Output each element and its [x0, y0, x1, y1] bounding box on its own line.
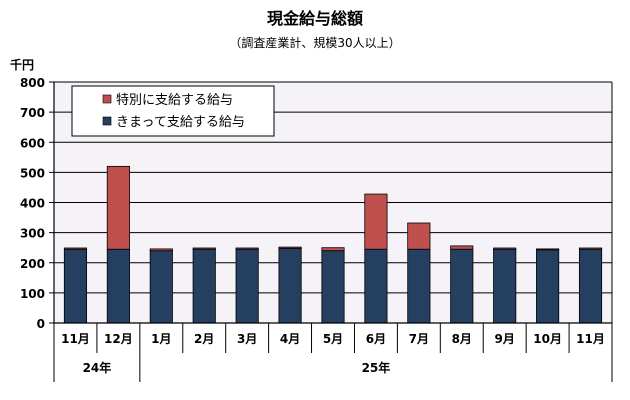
category-label: 4月	[280, 332, 300, 346]
bar-regular	[493, 248, 517, 324]
bar-regular	[578, 248, 603, 324]
bar-regular	[364, 248, 388, 324]
y-tick-labels: 0 100 200 300 400 500 600 700 800	[20, 76, 45, 331]
category-label: 3月	[237, 332, 257, 346]
y-tick-label: 600	[20, 136, 45, 150]
chart-subtitle: （調査産業計、規模30人以上）	[229, 35, 400, 50]
bar-special	[149, 248, 173, 252]
bar-regular	[63, 248, 88, 324]
year-label: 24年	[83, 360, 112, 375]
year-label: 25年	[362, 360, 391, 375]
chart-title: 現金給与総額	[267, 9, 363, 28]
category-label: 2月	[194, 332, 214, 346]
y-tick-label: 800	[20, 76, 45, 90]
bar-special	[235, 247, 259, 250]
category-label: 10月	[533, 332, 562, 346]
bar-regular	[536, 249, 560, 324]
bar-regular	[149, 250, 173, 324]
category-label: 7月	[409, 332, 429, 346]
category-label: 9月	[495, 332, 515, 346]
bar-special	[321, 247, 345, 252]
bars	[63, 165, 603, 324]
bar-regular	[450, 248, 474, 324]
legend-label-regular: きまって支給する給与	[116, 115, 245, 130]
category-label: 12月	[104, 332, 133, 346]
bar-special	[407, 222, 431, 250]
legend-label-special: 特別に支給する給与	[116, 93, 233, 108]
y-tick-label: 0	[37, 317, 45, 331]
bar-special	[450, 245, 474, 250]
y-tick-label: 100	[20, 287, 45, 301]
category-label: 11月	[576, 332, 605, 346]
y-tick-label: 700	[20, 106, 45, 120]
axes	[49, 81, 613, 382]
category-labels: 11月 12月 1月 2月 3月 4月 5月 6月 7月 8月 9月 10月 11月	[61, 332, 605, 346]
bar-regular	[321, 250, 345, 324]
category-label: 6月	[366, 332, 386, 346]
bar-regular	[192, 248, 216, 324]
legend-swatch-regular	[102, 116, 112, 126]
category-label: 1月	[151, 332, 171, 346]
y-tick-label: 300	[20, 227, 45, 241]
bar-special	[578, 247, 603, 250]
category-label: 5月	[323, 332, 343, 346]
legend-box	[71, 85, 275, 137]
bar-regular	[407, 248, 431, 324]
bar-regular	[106, 248, 130, 324]
bar-special	[192, 247, 216, 250]
category-label: 8月	[452, 332, 472, 346]
year-labels: 24年 25年	[83, 360, 391, 375]
y-axis-unit: 千円	[10, 57, 34, 72]
y-tick-label: 400	[20, 197, 45, 211]
bar-special	[63, 247, 88, 250]
bar-special	[278, 246, 302, 249]
bar-special	[493, 247, 517, 250]
bar-regular	[278, 247, 302, 324]
bar-special	[106, 165, 130, 250]
legend-swatch-special	[102, 94, 112, 104]
bar-special	[536, 248, 560, 251]
category-label: 11月	[61, 332, 90, 346]
y-tick-label: 200	[20, 257, 45, 271]
legend: 特別に支給する給与 きまって支給する給与	[71, 85, 275, 137]
y-tick-label: 500	[20, 166, 45, 180]
bar-special	[364, 193, 388, 250]
bar-regular	[235, 248, 259, 324]
